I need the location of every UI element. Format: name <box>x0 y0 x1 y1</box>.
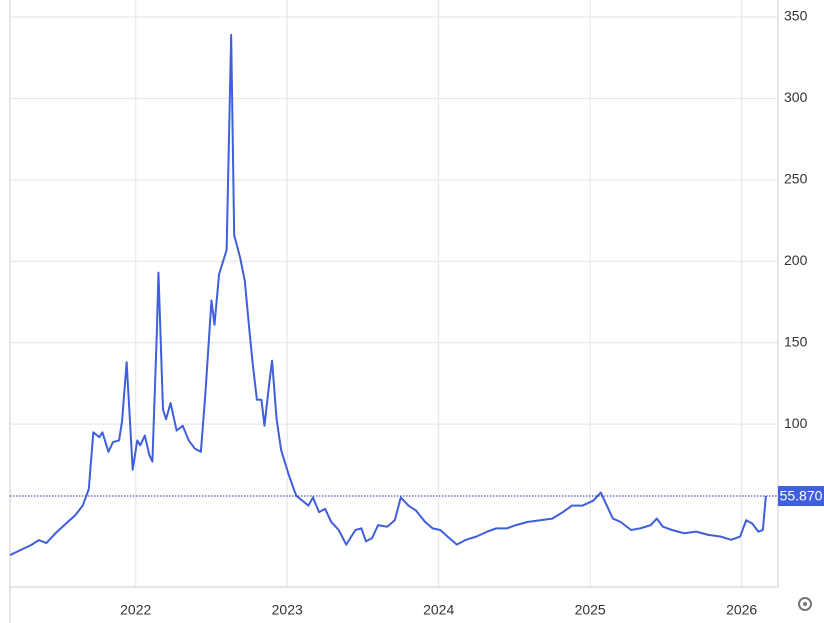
line <box>9 33 767 556</box>
x-tick-label: 2024 <box>423 602 454 618</box>
gear[interactable] <box>798 597 812 611</box>
gear-center[interactable] <box>803 602 807 606</box>
y-tick-label: 250 <box>784 171 808 187</box>
x-tick-label: 2023 <box>272 602 303 618</box>
y-tick-label: 300 <box>784 89 808 105</box>
y-tick-label: 350 <box>784 8 808 24</box>
x-tick-label: 2025 <box>575 602 606 618</box>
y-tick-label: 150 <box>784 333 808 349</box>
y-tick-label: 200 <box>784 252 808 268</box>
last-value-box <box>778 486 824 507</box>
x-tick-label: 2026 <box>726 602 757 618</box>
settings-icon[interactable] <box>798 597 812 611</box>
y-tick-label: 100 <box>784 415 808 431</box>
last-value-label: 55.870 <box>780 488 823 504</box>
x-tick-label: 2022 <box>120 602 151 618</box>
